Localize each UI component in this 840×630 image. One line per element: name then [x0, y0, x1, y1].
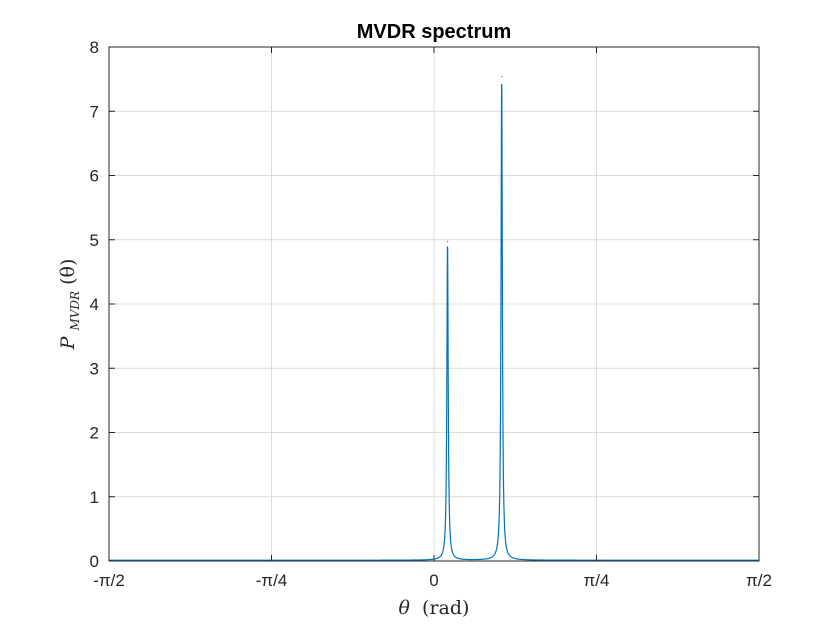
y-tick-label: 6 [90, 167, 99, 186]
y-tick-label: 1 [90, 488, 99, 507]
x-tick-label: -π/2 [93, 571, 125, 590]
x-axis-unit: (rad) [422, 597, 469, 619]
y-axis-subscript: MVDR [68, 291, 82, 332]
y-axis-base: P [57, 335, 79, 350]
x-tick-label: π/4 [584, 571, 610, 590]
peak-point [501, 75, 503, 78]
y-axis-arg: (θ) [57, 259, 79, 285]
y-axis-label: P MVDR (θ) [57, 259, 84, 351]
chart-title: MVDR spectrum [357, 21, 511, 43]
x-tick-label: 0 [429, 571, 438, 590]
x-tick-label: π/2 [746, 571, 772, 590]
x-axis-symbol: θ [399, 597, 411, 619]
y-tick-label: 8 [90, 38, 99, 57]
y-tick-label: 5 [90, 231, 99, 250]
y-tick-label: 7 [90, 102, 99, 121]
y-tick-label: 4 [90, 295, 99, 314]
peak-point [446, 241, 449, 243]
y-tick-label: 0 [90, 552, 99, 571]
y-tick-label: 2 [90, 424, 99, 443]
tick-layer: -π/2 -π/4 0 π/4 π/2 0 1 2 3 4 5 6 7 8 [90, 38, 772, 590]
x-axis-label: θ (rad) [399, 597, 470, 619]
grid-lines [108, 46, 760, 562]
y-tick-label: 3 [90, 359, 99, 378]
x-tick-label: -π/4 [256, 571, 288, 590]
